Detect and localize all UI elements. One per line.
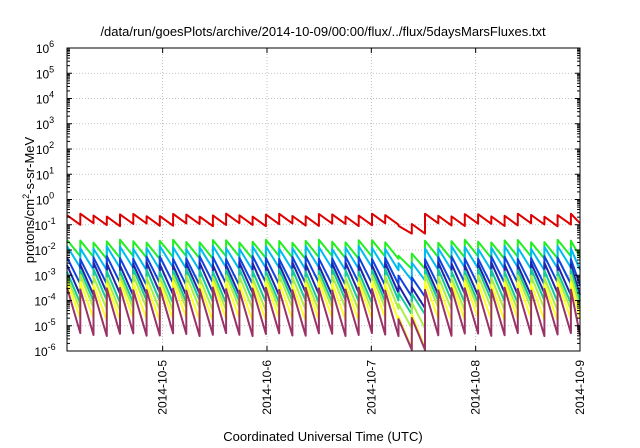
y-axis-label-sup: 2 [21, 194, 31, 199]
x-tick-label: 2014-10-8 [469, 360, 483, 415]
x-tick-label: 2014-10-7 [364, 360, 378, 415]
x-tick-label: 2014-10-9 [573, 360, 587, 415]
y-axis: 10-6 10-5 10-4 10-3 10-2 10-1 100 101 102 103 104 1… [34, 39, 580, 359]
y-tick-label: 10-5 [34, 317, 55, 334]
flux-series-6 [66, 267, 581, 316]
y-tick-label: 106 [36, 39, 54, 56]
y-tick-label: 101 [36, 165, 54, 182]
y-tick-label: 10-6 [34, 342, 55, 359]
x-axis: 2014-10-5 2014-10-6 2014-10-7 2014-10-8 2014… [156, 48, 587, 415]
y-tick-label: 103 [36, 115, 54, 132]
flux-series-2 [66, 238, 581, 270]
x-axis-label: Coordinated Universal Time (UTC) [223, 429, 422, 444]
flux-series-5 [66, 261, 581, 310]
flux-series-3 [66, 245, 581, 282]
flux-series-7 [66, 274, 581, 330]
chart-title: /data/run/goesPlots/archive/2014-10-09/0… [100, 24, 546, 39]
y-axis-label-rest: -s-sr-MeV [22, 136, 37, 193]
x-tick-label: 2014-10-6 [260, 360, 274, 415]
series-group [66, 212, 581, 351]
y-tick-label: 10-1 [34, 216, 55, 233]
y-tick-label: 10-4 [34, 292, 55, 309]
x-tick-label: 2014-10-5 [156, 360, 170, 415]
y-tick-label: 105 [36, 64, 54, 81]
y-axis-label: protons/cm2-s-sr-MeV [21, 136, 37, 263]
flux-series-9 [66, 286, 581, 351]
y-tick-label: 102 [36, 140, 54, 157]
y-tick-label: 100 [36, 191, 54, 208]
y-tick-label: 104 [36, 90, 54, 107]
y-tick-label: 10-3 [34, 266, 55, 283]
flux-series-4 [66, 255, 581, 298]
flux-series-1 [66, 212, 581, 235]
y-axis-label-main: protons/cm [22, 199, 37, 263]
flux-series-8 [66, 280, 581, 350]
y-tick-label: 10-2 [34, 241, 55, 258]
